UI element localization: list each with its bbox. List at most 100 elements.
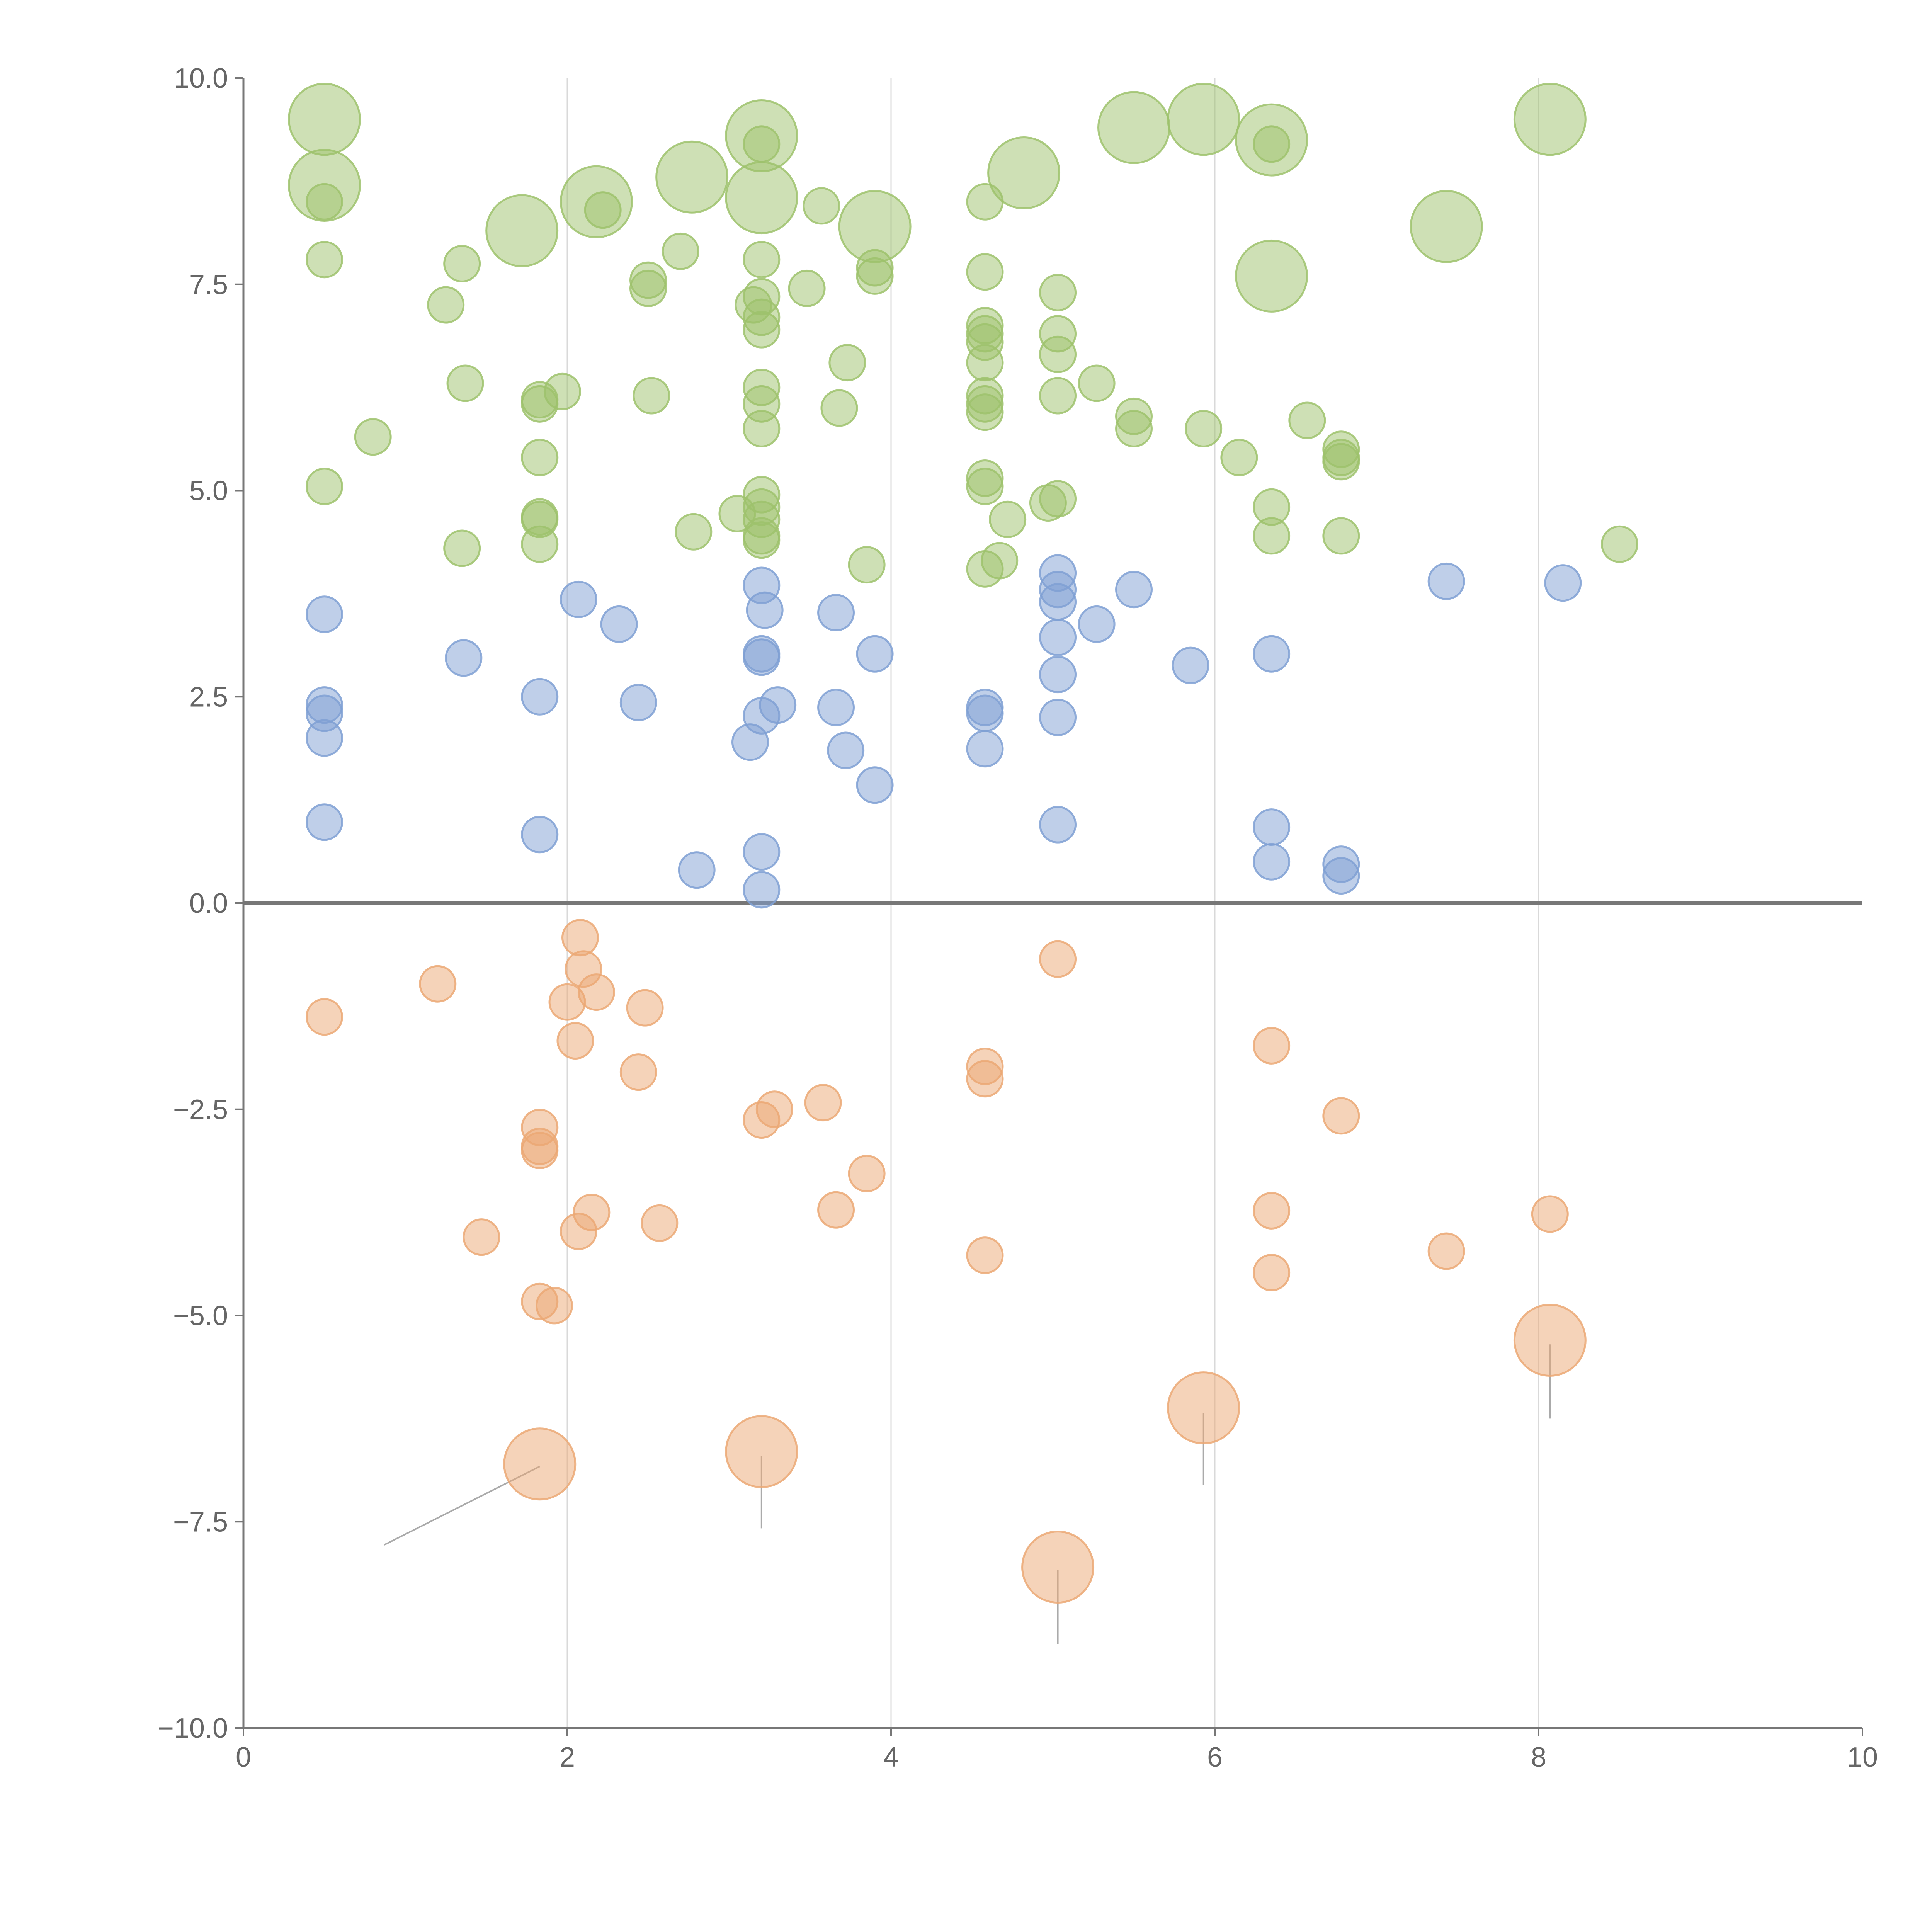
orange-bubble bbox=[725, 1415, 798, 1488]
green-bubble bbox=[306, 241, 343, 279]
blue-bubble bbox=[1039, 806, 1077, 844]
y-tick-label: 0.0 bbox=[189, 888, 228, 919]
orange-bubble bbox=[1253, 1192, 1291, 1230]
green-bubble bbox=[427, 286, 465, 324]
blue-bubble bbox=[1039, 583, 1077, 621]
green-bubble bbox=[662, 232, 699, 270]
green-bubble bbox=[1220, 439, 1258, 476]
green-bubble bbox=[1078, 364, 1116, 402]
green-bubble bbox=[1167, 83, 1240, 156]
green-bubble bbox=[989, 500, 1027, 538]
blue-bubble bbox=[856, 635, 894, 673]
green-bubble bbox=[1513, 83, 1587, 156]
green-bubble bbox=[1322, 443, 1360, 481]
blue-bubble bbox=[1253, 843, 1291, 881]
blue-bubble bbox=[600, 605, 638, 643]
orange-bubble bbox=[1513, 1304, 1587, 1377]
green-bubble bbox=[848, 546, 886, 584]
blue-bubble bbox=[306, 719, 343, 757]
orange-bubble bbox=[577, 973, 615, 1011]
blue-bubble bbox=[560, 580, 597, 618]
x-tick-label: 2 bbox=[560, 1742, 575, 1773]
y-tick-label: −10.0 bbox=[158, 1713, 228, 1744]
green-bubble bbox=[966, 468, 1004, 505]
orange-bubble bbox=[804, 1084, 842, 1122]
green-bubble bbox=[743, 521, 781, 559]
green-bubble bbox=[1039, 274, 1077, 311]
green-bubble bbox=[1253, 517, 1291, 555]
y-tick-label: 10.0 bbox=[174, 63, 228, 94]
orange-bubble bbox=[1253, 1027, 1291, 1065]
blue-bubble bbox=[306, 595, 343, 633]
x-tick-label: 0 bbox=[236, 1742, 251, 1773]
green-bubble bbox=[521, 525, 559, 563]
x-tick-label: 6 bbox=[1207, 1742, 1223, 1773]
y-tick-label: 2.5 bbox=[189, 682, 228, 713]
blue-bubble bbox=[759, 686, 797, 724]
blue-bubble bbox=[743, 638, 781, 676]
blue-bubble bbox=[1078, 605, 1116, 643]
blue-bubble bbox=[1039, 699, 1077, 736]
orange-bubble bbox=[419, 965, 457, 1003]
blue-bubble bbox=[521, 816, 559, 854]
green-bubble bbox=[629, 269, 667, 307]
green-bubble bbox=[966, 393, 1004, 431]
green-bubble bbox=[1115, 410, 1153, 447]
orange-bubble bbox=[619, 1053, 657, 1091]
orange-bubble bbox=[755, 1090, 793, 1128]
blue-bubble bbox=[817, 594, 855, 631]
orange-bubble bbox=[817, 1191, 855, 1229]
blue-bubble bbox=[817, 689, 855, 726]
blue-bubble bbox=[966, 730, 1004, 768]
green-bubble bbox=[856, 257, 894, 295]
green-bubble bbox=[1235, 239, 1308, 313]
green-bubble bbox=[828, 344, 866, 382]
blue-bubble bbox=[1427, 562, 1465, 600]
y-tick-label: 5.0 bbox=[189, 476, 228, 507]
green-bubble bbox=[788, 269, 826, 307]
green-bubble bbox=[1039, 377, 1077, 415]
orange-bubble bbox=[1253, 1253, 1291, 1291]
green-bubble bbox=[633, 377, 670, 415]
orange-bubble bbox=[1427, 1232, 1465, 1270]
orange-bubble bbox=[966, 1060, 1004, 1098]
green-bubble bbox=[354, 418, 392, 456]
orange-bubble bbox=[463, 1218, 500, 1256]
green-bubble bbox=[443, 245, 481, 282]
orange-bubble bbox=[1167, 1371, 1240, 1445]
y-tick-label: 7.5 bbox=[189, 269, 228, 300]
green-bubble bbox=[1601, 525, 1638, 563]
blue-bubble bbox=[966, 694, 1004, 732]
green-bubble bbox=[1097, 91, 1170, 164]
green-bubble bbox=[521, 439, 559, 476]
orange-bubble bbox=[561, 919, 599, 957]
green-bubble bbox=[288, 83, 361, 156]
green-bubble bbox=[1039, 335, 1077, 373]
green-bubble bbox=[743, 125, 781, 163]
blue-bubble bbox=[743, 871, 781, 909]
blue-bubble bbox=[1322, 857, 1360, 895]
green-bubble bbox=[743, 311, 781, 349]
x-tick-label: 10 bbox=[1847, 1742, 1878, 1773]
orange-bubble bbox=[521, 1132, 559, 1169]
orange-bubble bbox=[556, 1022, 594, 1060]
blue-bubble bbox=[1253, 635, 1291, 673]
green-bubble bbox=[820, 389, 858, 427]
orange-bubble bbox=[306, 998, 343, 1036]
orange-bubble bbox=[626, 989, 664, 1027]
x-tick-label: 8 bbox=[1531, 1742, 1546, 1773]
orange-bubble bbox=[1021, 1531, 1095, 1604]
y-tick-label: −5.0 bbox=[173, 1301, 228, 1332]
orange-bubble bbox=[1039, 940, 1077, 978]
green-bubble bbox=[443, 529, 481, 567]
blue-bubble bbox=[678, 851, 716, 889]
blue-bubble bbox=[1039, 656, 1077, 694]
green-bubble bbox=[1253, 125, 1291, 163]
blue-bubble bbox=[306, 803, 343, 841]
blue-bubble bbox=[743, 833, 781, 871]
green-bubble bbox=[981, 542, 1019, 580]
green-bubble bbox=[675, 513, 713, 551]
green-bubble bbox=[725, 161, 798, 235]
x-tick-label: 4 bbox=[883, 1742, 899, 1773]
